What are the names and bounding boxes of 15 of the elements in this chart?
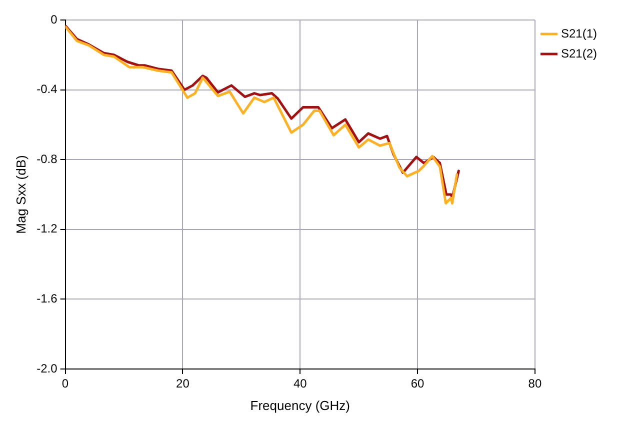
legend-label: S21(2): [560, 46, 598, 60]
x-tick-label: 60: [410, 376, 425, 391]
x-tick-label: 20: [176, 376, 190, 391]
legend-label: S21(1): [560, 26, 598, 40]
y-tick-label: -2.0: [36, 361, 58, 376]
x-tick-label: 0: [62, 376, 69, 391]
y-tick-label: -1.2: [36, 222, 58, 236]
x-tick-label: 40: [293, 376, 308, 391]
y-axis-title: Mag Sxx (dB): [13, 155, 28, 234]
x-axis-title: Frequency (GHz): [250, 398, 350, 413]
x-tick-label: 80: [528, 376, 542, 391]
y-tick-label: 0: [50, 12, 58, 26]
y-tick-label: -1.6: [36, 292, 58, 306]
y-tick-label: -0.4: [36, 82, 58, 96]
y-tick-label: -0.8: [36, 152, 58, 166]
